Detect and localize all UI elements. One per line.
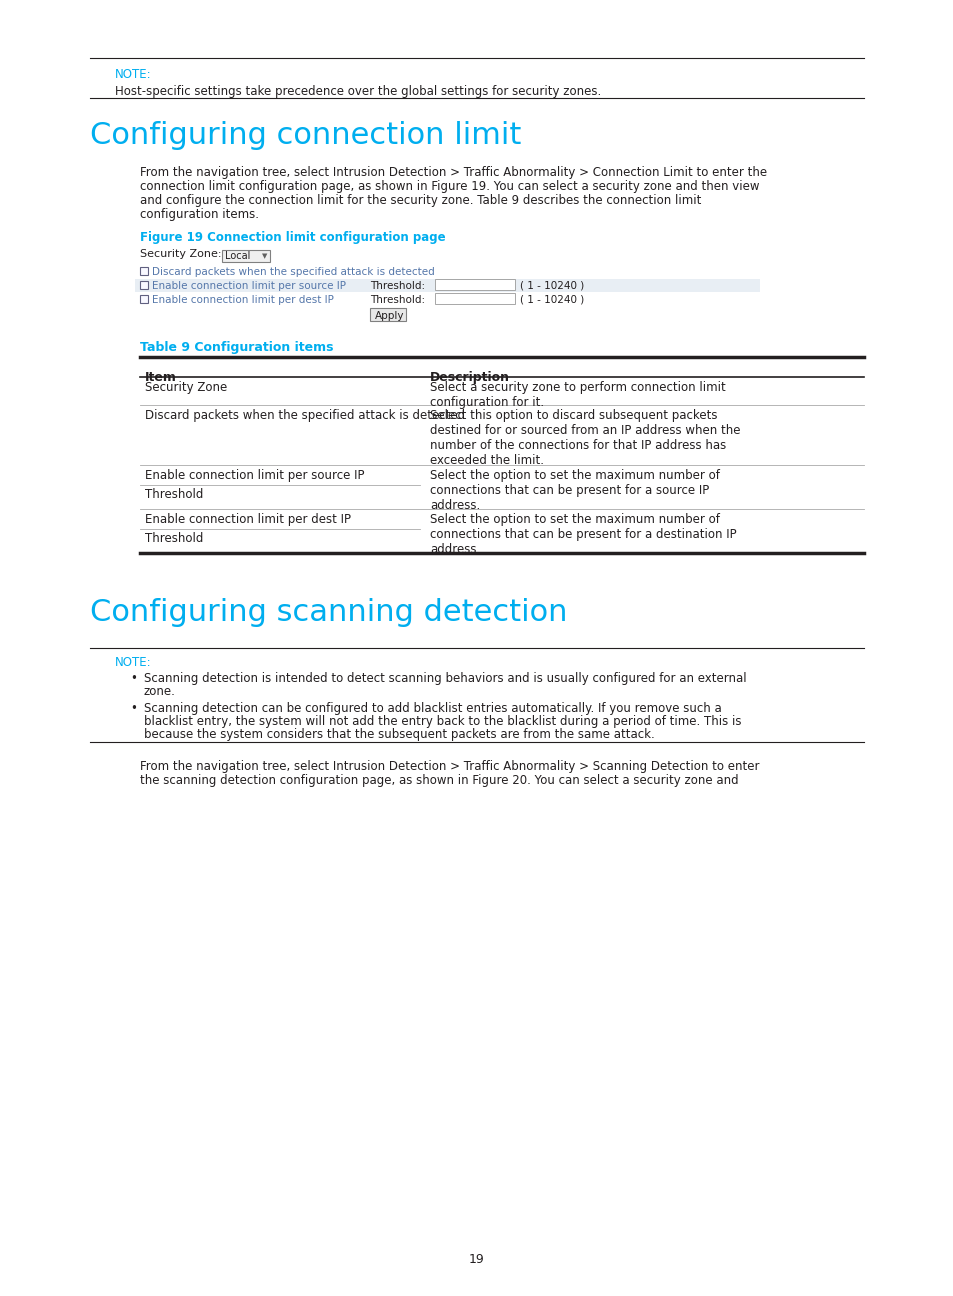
Bar	[140, 295, 148, 303]
Text: Enable connection limit per dest IP: Enable connection limit per dest IP	[152, 295, 334, 305]
Text: From the navigation tree, select Intrusion Detection > Traffic Abnormality > Sca: From the navigation tree, select Intrusi…	[140, 759, 759, 772]
Text: Configuring scanning detection: Configuring scanning detection	[90, 597, 567, 627]
Text: Select the option to set the maximum number of
connections that can be present f: Select the option to set the maximum num…	[430, 513, 736, 556]
Text: Description: Description	[430, 371, 510, 384]
Text: Local: Local	[225, 251, 250, 260]
Text: Enable connection limit per source IP: Enable connection limit per source IP	[145, 469, 364, 482]
Text: Host-specific settings take precedence over the global settings for security zon: Host-specific settings take precedence o…	[115, 86, 600, 98]
Text: •: •	[130, 673, 136, 686]
Text: Scanning detection can be configured to add blacklist entries automatically. If : Scanning detection can be configured to …	[144, 702, 721, 715]
Text: because the system considers that the subsequent packets are from the same attac: because the system considers that the su…	[144, 728, 654, 741]
Text: Threshold:: Threshold:	[370, 295, 425, 305]
Text: 19: 19	[469, 1253, 484, 1266]
Bar	[435, 279, 515, 290]
Text: Figure 19 Connection limit configuration page: Figure 19 Connection limit configuration…	[140, 231, 445, 244]
Text: Select the option to set the maximum number of
connections that can be present f: Select the option to set the maximum num…	[430, 469, 720, 512]
FancyBboxPatch shape	[370, 308, 406, 321]
Text: Enable connection limit per source IP: Enable connection limit per source IP	[152, 281, 346, 292]
Bar	[222, 250, 270, 262]
Bar	[135, 279, 760, 292]
Text: Enable connection limit per dest IP: Enable connection limit per dest IP	[145, 513, 351, 526]
Text: Configuring connection limit: Configuring connection limit	[90, 121, 521, 150]
Text: From the navigation tree, select Intrusion Detection > Traffic Abnormality > Con: From the navigation tree, select Intrusi…	[140, 166, 766, 179]
Text: Select this option to discard subsequent packets
destined for or sourced from an: Select this option to discard subsequent…	[430, 410, 740, 467]
Text: Discard packets when the specified attack is detected: Discard packets when the specified attac…	[152, 267, 435, 277]
Text: NOTE:: NOTE:	[115, 67, 152, 80]
Bar	[140, 281, 148, 289]
Text: Security Zone: Security Zone	[145, 381, 227, 394]
Text: Table 9 Configuration items: Table 9 Configuration items	[140, 341, 334, 354]
Text: Threshold:: Threshold:	[370, 281, 425, 292]
Text: NOTE:: NOTE:	[115, 656, 152, 669]
Text: Threshold: Threshold	[145, 489, 203, 502]
Text: Select a security zone to perform connection limit
configuration for it.: Select a security zone to perform connec…	[430, 381, 725, 410]
Text: Item: Item	[145, 371, 176, 384]
Text: Scanning detection is intended to detect scanning behaviors and is usually confi: Scanning detection is intended to detect…	[144, 673, 746, 686]
Text: ( 1 - 10240 ): ( 1 - 10240 )	[519, 295, 583, 305]
Text: configuration items.: configuration items.	[140, 207, 258, 222]
Text: and configure the connection limit for the security zone. Table 9 describes the : and configure the connection limit for t…	[140, 194, 700, 207]
Text: zone.: zone.	[144, 686, 175, 699]
Text: Apply: Apply	[375, 311, 404, 321]
Bar	[435, 293, 515, 305]
Text: the scanning detection configuration page, as shown in Figure 20. You can select: the scanning detection configuration pag…	[140, 774, 738, 787]
Text: blacklist entry, the system will not add the entry back to the blacklist during : blacklist entry, the system will not add…	[144, 715, 740, 728]
Text: ▼: ▼	[262, 253, 267, 259]
Bar	[140, 267, 148, 275]
Text: connection limit configuration page, as shown in Figure 19. You can select a sec: connection limit configuration page, as …	[140, 180, 759, 193]
Text: ( 1 - 10240 ): ( 1 - 10240 )	[519, 281, 583, 292]
Text: Security Zone:: Security Zone:	[140, 249, 221, 259]
Text: •: •	[130, 702, 136, 715]
Text: Discard packets when the specified attack is detected: Discard packets when the specified attac…	[145, 410, 465, 422]
Text: Threshold: Threshold	[145, 531, 203, 546]
Bar	[135, 293, 760, 306]
